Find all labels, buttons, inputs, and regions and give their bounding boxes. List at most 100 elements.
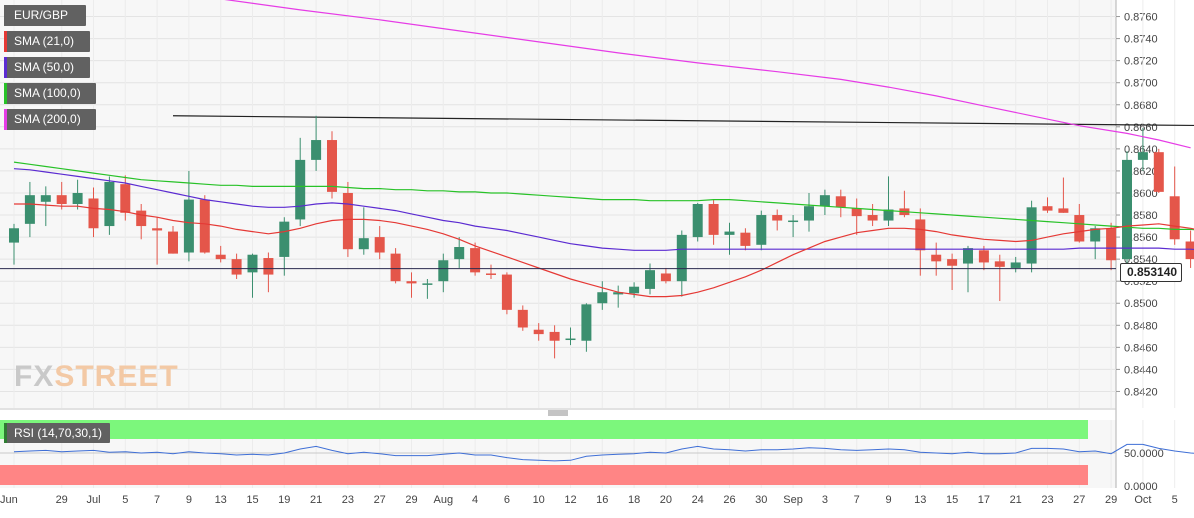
candle-body [56, 195, 67, 204]
x-tick-label: 23 [342, 494, 354, 506]
x-tick-label: 7 [154, 494, 160, 506]
legend-label: EUR/GBP [14, 8, 69, 22]
legend-swatch [4, 5, 7, 26]
x-tick-label: 26 [723, 494, 735, 506]
x-tick-label: 12 [564, 494, 576, 506]
rsi-legend: RSI (14,70,30,1) [4, 423, 111, 443]
legend-label: SMA (200,0) [14, 112, 81, 126]
candle-body [486, 273, 496, 275]
candle-body [168, 231, 178, 254]
x-tick-label: 13 [215, 494, 227, 506]
candle-body [660, 273, 671, 282]
candle-body [756, 215, 767, 245]
legend-item[interactable]: SMA (21,0) [4, 31, 90, 52]
legend-item[interactable]: SMA (100,0) [4, 83, 96, 104]
candle-body [708, 204, 719, 235]
candle-body [1058, 208, 1069, 213]
candle-body [597, 292, 608, 304]
rsi-line [13, 443, 1194, 462]
last-price-tag: 0.853140 [1120, 263, 1183, 282]
candle-body [422, 283, 433, 285]
candle-body [629, 286, 640, 294]
legend-swatch [4, 31, 7, 52]
x-tick-label: 7 [854, 494, 860, 506]
candle-body [1074, 215, 1085, 242]
watermark-street: STREET [54, 360, 179, 393]
candle-body [247, 254, 258, 273]
candle-body [947, 259, 958, 266]
candle-body [645, 270, 655, 289]
candle-body [374, 237, 385, 253]
y-tick-label: 0.8740 [1124, 34, 1158, 46]
x-tick-label: 27 [374, 494, 386, 506]
x-tick-label: Oct [1134, 494, 1151, 506]
candle-body [136, 210, 147, 227]
candle-body [470, 248, 481, 273]
candle-body [454, 247, 465, 260]
y-tick-label: 0.8720 [1124, 56, 1158, 68]
candle-body [72, 192, 83, 204]
candle-body [931, 254, 942, 262]
sma-50-line [13, 168, 1194, 251]
candle-body [851, 208, 862, 217]
x-tick-label: 23 [1041, 494, 1053, 506]
candle-body [342, 192, 353, 250]
x-tick-label: 4 [472, 494, 478, 506]
rsi-y-tick-label: 50.0000 [1124, 448, 1164, 460]
resistance-trendline [172, 115, 1194, 127]
rsi-overbought-zone [0, 420, 1088, 439]
rsi-legend-text: RSI (14,70,30,1) [14, 426, 103, 440]
x-tick-label: 15 [246, 494, 258, 506]
candle-body [1026, 207, 1037, 264]
x-tick-label: 21 [1010, 494, 1022, 506]
candle-body [565, 338, 576, 341]
y-tick-label: 0.8420 [1124, 386, 1158, 398]
candle-body [406, 281, 417, 284]
y-tick-label: 0.8560 [1124, 232, 1158, 244]
candle-body [804, 206, 814, 221]
y-tick-label: 0.8440 [1124, 364, 1158, 376]
candle-body [263, 258, 274, 275]
candle-body [1042, 206, 1053, 211]
x-tick-label: 27 [1073, 494, 1085, 506]
legend-swatch [4, 83, 7, 104]
candle-body [1122, 159, 1132, 260]
sma-100-line [13, 161, 1194, 231]
candle-body [1153, 152, 1164, 192]
x-tick-label: 10 [533, 494, 545, 506]
candle-body [819, 195, 830, 207]
candle-body [215, 254, 226, 260]
x-tick-label: 24 [692, 494, 704, 506]
y-tick-label: 0.8500 [1124, 298, 1158, 310]
candle-body [40, 195, 51, 202]
legend-item[interactable]: SMA (200,0) [4, 109, 96, 130]
x-tick-label: 5 [122, 494, 128, 506]
candle-body [231, 259, 242, 275]
candle-body [835, 196, 846, 208]
candle-body [533, 329, 544, 335]
legend-item[interactable]: SMA (50,0) [4, 57, 90, 78]
sma-200-line [224, 0, 1191, 149]
candle-body [724, 231, 735, 235]
candle-body [692, 204, 703, 238]
candle-body [1185, 241, 1194, 260]
candle-body [1010, 262, 1021, 268]
candle-body [772, 215, 783, 221]
x-tick-label: 5 [1172, 494, 1178, 506]
y-tick-label: 0.8680 [1124, 100, 1158, 112]
candle-body [501, 274, 512, 310]
candle-body [1137, 152, 1148, 160]
legend-item[interactable]: EUR/GBP [4, 5, 86, 26]
candle-body [104, 181, 115, 227]
x-tick-label: 17 [978, 494, 990, 506]
candle-body [978, 250, 989, 263]
candle-body [9, 228, 19, 243]
fxstreet-watermark: FXSTREET [14, 360, 179, 394]
y-tick-label: 0.8620 [1124, 166, 1158, 178]
legend-label: SMA (100,0) [14, 86, 81, 100]
candle-body [788, 220, 799, 223]
candle-body [581, 304, 592, 341]
x-tick-label: 19 [278, 494, 290, 506]
watermark-fx: FX [14, 360, 55, 393]
